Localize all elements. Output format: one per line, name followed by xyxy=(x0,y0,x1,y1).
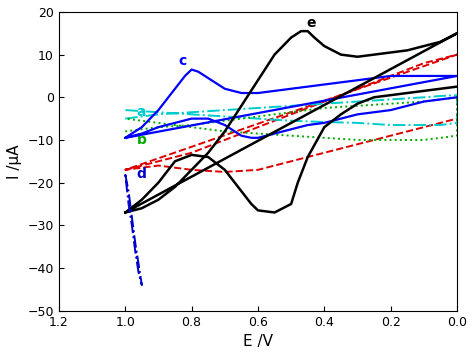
Text: b: b xyxy=(137,133,147,147)
Text: a: a xyxy=(137,105,146,120)
X-axis label: E /V: E /V xyxy=(243,334,273,349)
Text: c: c xyxy=(178,54,187,68)
Y-axis label: I /μA: I /μA xyxy=(7,144,22,179)
Text: d: d xyxy=(137,167,147,181)
Text: e: e xyxy=(306,16,316,30)
